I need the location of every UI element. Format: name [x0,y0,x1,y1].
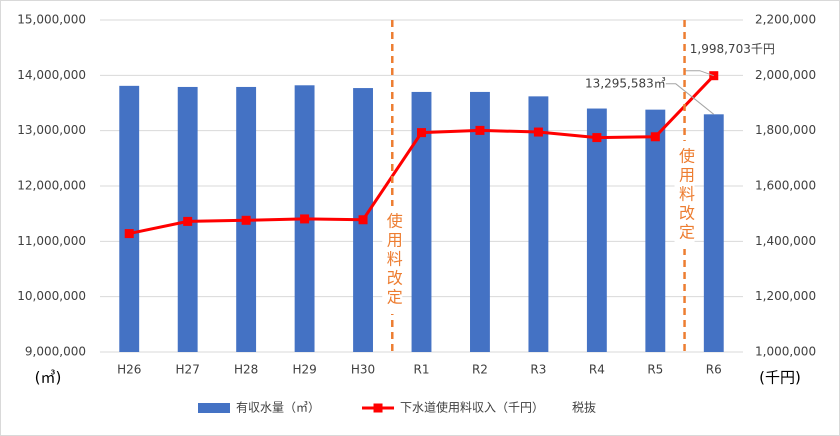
line-marker [241,215,251,225]
line-marker [592,133,602,143]
x-tick-label: H27 [176,363,200,377]
bar [645,109,666,352]
legend-note: 税抜 [572,401,596,415]
annotation: 使用料改定 [384,213,403,308]
x-tick-label: R5 [647,363,663,377]
leader-line [683,70,714,77]
y-tick-label: 9,000,000 [25,345,86,359]
x-tick-label: H26 [117,363,141,377]
bar [528,96,549,352]
bar [411,91,432,352]
x-tick-label: H30 [351,363,375,377]
line-marker [417,128,426,138]
y2-tick-label: 2,200,000 [755,13,816,27]
y-tick-label: 13,000,000 [17,123,86,137]
y2-tick-label: 2,000,000 [755,68,816,82]
y-tick-label: 15,000,000 [17,13,86,27]
x-tick-label: R4 [589,363,605,377]
y-tick-label: 14,000,000 [17,68,86,82]
legend-swatch [198,403,230,413]
y-unit: (㎥) [35,369,62,387]
y-tick-label: 12,000,000 [17,179,86,193]
data-label: 13,295,583㎥ [585,76,666,90]
y-tick-label: 10,000,000 [17,289,86,303]
legend-marker [373,403,383,413]
y2-tick-label: 1,200,000 [755,289,816,303]
line-marker [124,229,134,239]
x-tick-label: H28 [234,363,258,377]
legend-label: 下水道使用料収入（千円） [400,400,544,415]
annotation-bg [674,141,695,249]
x-tick-label: R2 [472,363,488,377]
x-tick-label: H29 [292,363,316,377]
x-tick-label: R3 [530,363,546,377]
line-marker [300,214,310,224]
data-label: 1,998,703千円 [690,42,775,56]
leader-line [665,83,715,115]
bar [470,91,490,352]
line-marker [358,215,368,225]
y2-tick-label: 1,600,000 [755,179,816,193]
annotation: 使用料改定 [676,148,695,243]
annotation-bg [382,206,403,314]
y2-tick-label: 1,800,000 [755,123,816,137]
y-tick-label: 11,000,000 [17,234,86,248]
line-marker [475,125,485,135]
bar [703,114,724,353]
x-tick-label: R6 [706,363,722,377]
line-marker [183,216,193,226]
y2-tick-label: 1,400,000 [755,234,816,248]
bar [119,85,140,352]
y2-tick-label: 1,000,000 [755,345,816,359]
y2-unit: (千円) [759,369,801,387]
line-marker [533,127,543,137]
line-marker [650,132,660,142]
bar [586,108,607,353]
legend-label: 有収水量（㎥） [236,401,320,415]
x-tick-label: R1 [414,363,430,377]
